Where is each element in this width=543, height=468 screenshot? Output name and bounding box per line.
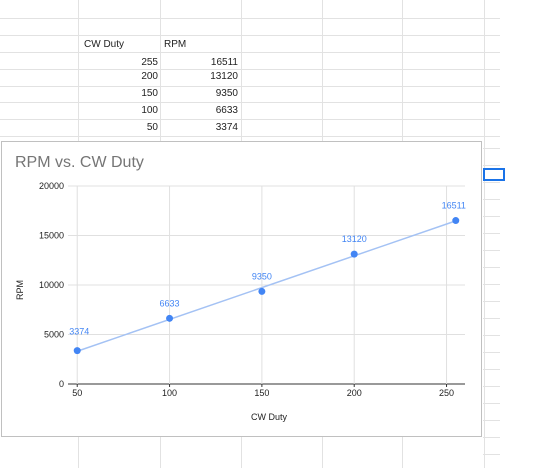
cell-cw-duty-1[interactable]: 255 — [141, 57, 158, 68]
cell-rpm-3[interactable]: 9350 — [215, 88, 238, 99]
y-tick-label: 15000 — [39, 231, 64, 241]
cell-rpm-2[interactable]: 13120 — [210, 71, 238, 82]
x-axis-title: CW Duty — [251, 412, 288, 422]
x-tick-label: 50 — [72, 388, 82, 398]
y-tick-label: 5000 — [44, 330, 64, 340]
header-cw-duty[interactable]: CW Duty — [84, 39, 124, 50]
data-point — [166, 314, 174, 322]
cell-cw-duty-3[interactable]: 150 — [141, 88, 158, 99]
data-label: 6633 — [160, 298, 180, 308]
data-point — [258, 287, 266, 295]
cell-rpm-5[interactable]: 3374 — [215, 122, 238, 133]
x-tick-label: 150 — [254, 388, 269, 398]
cell-rpm-4[interactable]: 6633 — [215, 105, 238, 116]
x-tick-label: 100 — [162, 388, 177, 398]
data-label: 3374 — [69, 327, 89, 337]
data-label: 9350 — [252, 271, 272, 281]
y-tick-label: 10000 — [39, 280, 64, 290]
chart-container[interactable] — [1, 141, 482, 437]
data-label: 13120 — [342, 234, 367, 244]
header-rpm[interactable]: RPM — [164, 39, 187, 50]
chart-title: RPM vs. CW Duty — [15, 154, 144, 171]
x-tick-label: 250 — [439, 388, 454, 398]
cell-rpm-1[interactable]: 16511 — [210, 57, 238, 68]
y-axis-title: RPM — [15, 280, 25, 300]
y-tick-label: 20000 — [39, 181, 64, 191]
data-label: 16511 — [442, 201, 466, 211]
selection-handle[interactable] — [483, 168, 505, 181]
data-point — [452, 217, 460, 225]
y-tick-label: 0 — [59, 379, 64, 389]
x-tick-label: 200 — [347, 388, 362, 398]
trendline — [76, 220, 457, 352]
data-point — [73, 347, 81, 355]
data-point — [350, 250, 358, 258]
cell-cw-duty-2[interactable]: 200 — [141, 71, 158, 82]
cell-cw-duty-4[interactable]: 100 — [141, 105, 158, 116]
cell-cw-duty-5[interactable]: 50 — [146, 122, 158, 133]
